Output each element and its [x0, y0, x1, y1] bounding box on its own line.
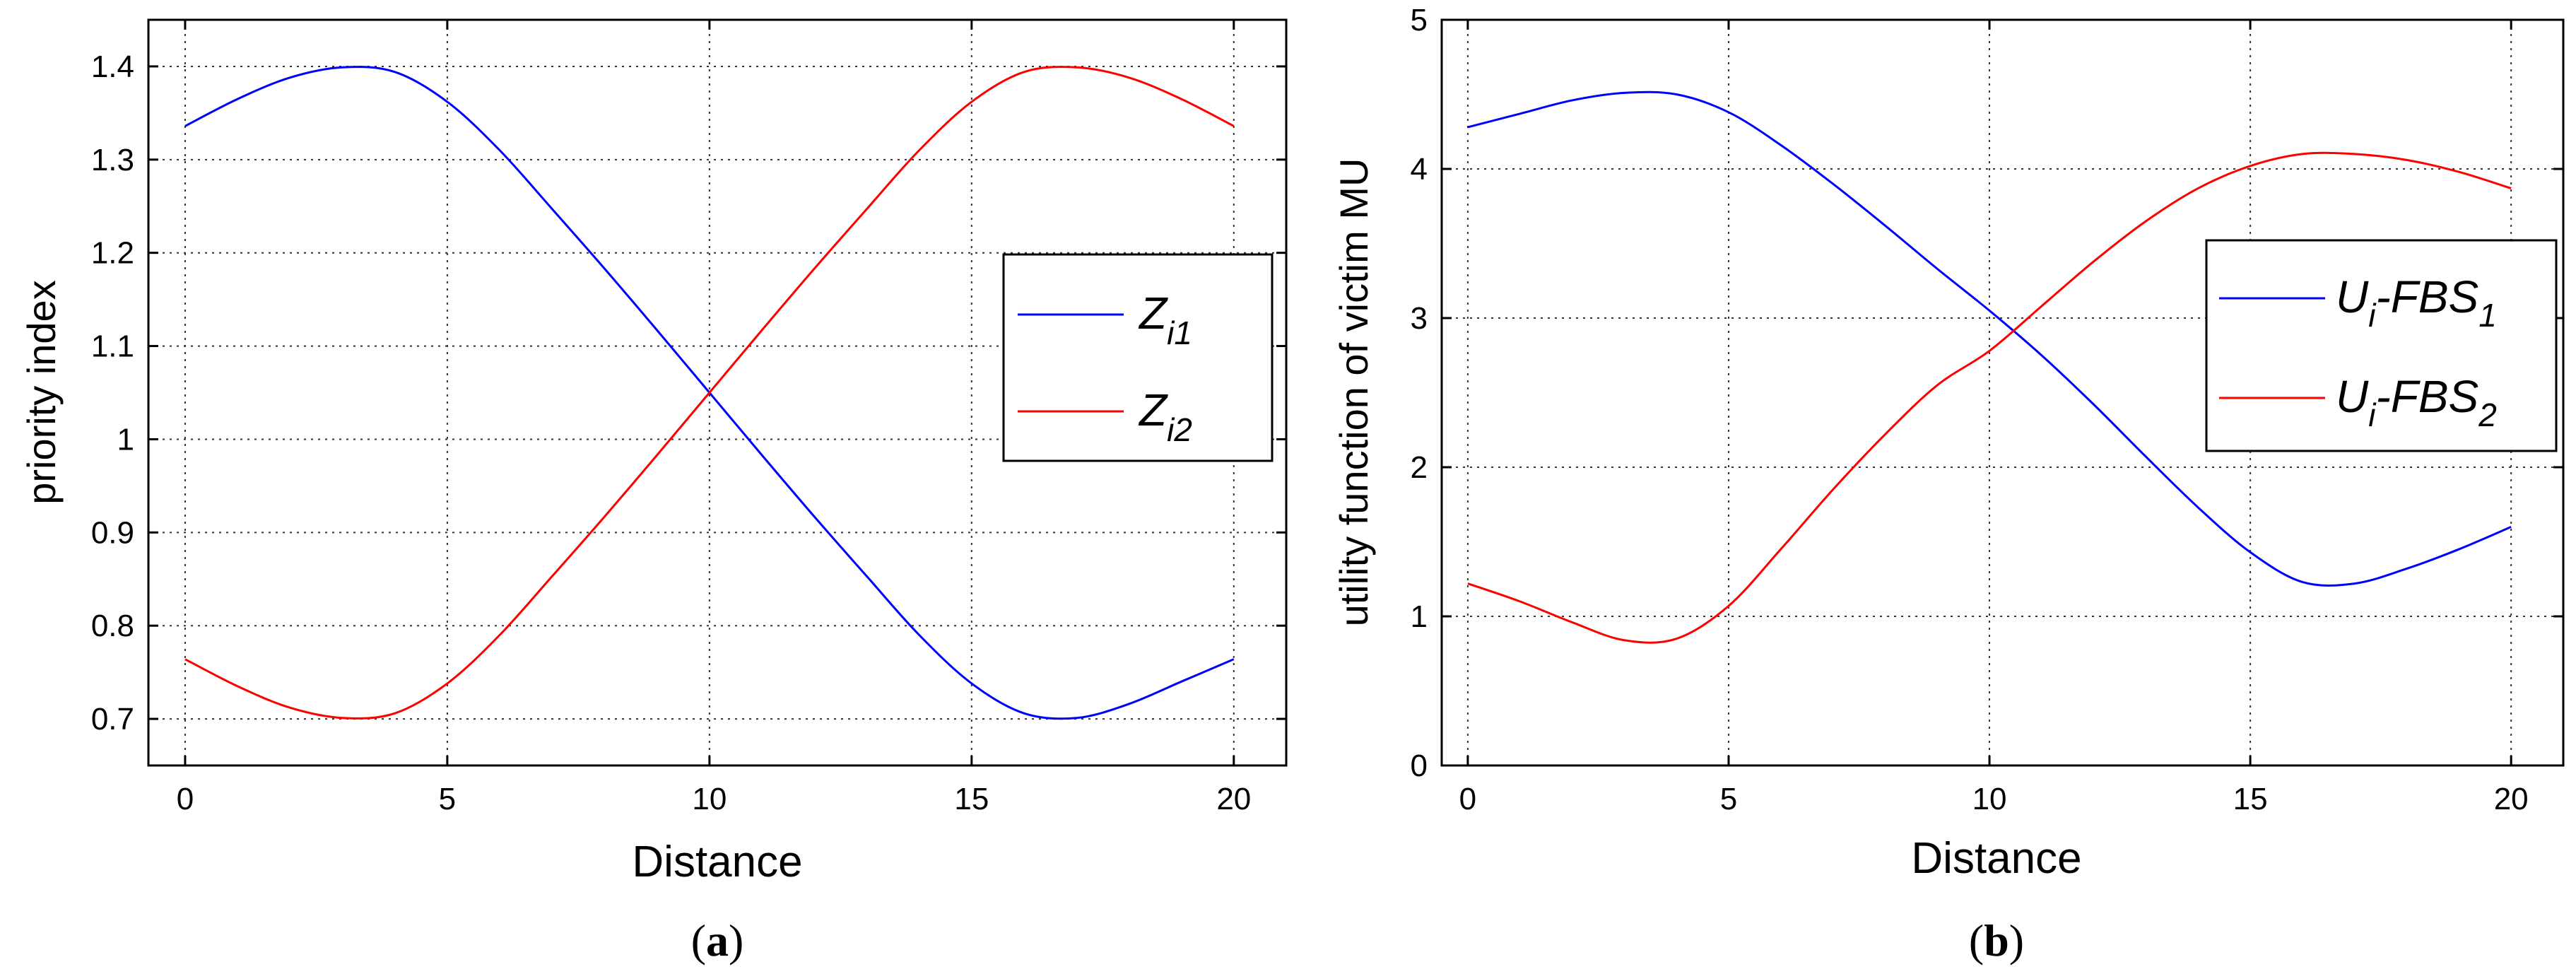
chart-b-y-ticks: 0 1 2 3 4 5: [1411, 3, 2563, 783]
chart-b-x-ticks: 0 5 10 15 20: [1459, 20, 2529, 816]
chart-b-legend-2-sub2: 2: [2478, 397, 2497, 433]
chart-b-legend-2-main: U: [2336, 371, 2369, 422]
chart-a-y-tick-label: 1.2: [91, 236, 134, 271]
chart-b-legend-entry-1: Ui-FBS1: [2336, 271, 2497, 334]
chart-a-legend-box: [1002, 253, 1274, 462]
chart-b-series-line-1: [1467, 90, 2512, 587]
chart-a-y-tick-label: 1.3: [91, 143, 134, 177]
chart-b-x-tick-label: 10: [1972, 782, 2007, 816]
chart-b-legend-1-mid: -FBS: [2375, 271, 2478, 322]
chart-b-y-label: utility function of victim MU: [1331, 158, 1376, 627]
chart-a-series: [184, 66, 1235, 720]
chart-a-legend-1-sub: i1: [1167, 315, 1192, 351]
chart-b-legend-1-main: U: [2336, 271, 2369, 322]
chart-b-x-tick-label: 15: [2233, 782, 2268, 816]
chart-b-y-tick-label: 4: [1411, 152, 1428, 187]
chart-b-series-line-2: [1467, 151, 2512, 644]
chart-b-x-tick-label: 20: [2494, 782, 2529, 816]
chart-a-legend-2-main: Z: [1138, 385, 1168, 435]
chart-b-x-label: Distance: [1911, 834, 2081, 883]
chart-a-x-label: Distance: [632, 838, 802, 886]
chart-a-y-tick-label: 0.9: [91, 515, 134, 550]
chart-b-y-tick-label: 0: [1411, 749, 1428, 783]
chart-a-caption-letter: a: [706, 915, 729, 966]
chart-b-legend-entry-2: Ui-FBS2: [2336, 371, 2497, 433]
chart-a-legend-1-main: Z: [1138, 288, 1168, 339]
chart-a-x-tick-label: 10: [692, 782, 727, 816]
chart-a-y-tick-label: 1.1: [91, 329, 134, 364]
chart-a-legend: Zi1 Zi2: [1002, 253, 1274, 462]
chart-a-y-tick-label: 1.4: [91, 49, 134, 84]
chart-b-legend-1-sub2: 1: [2478, 297, 2497, 334]
chart-b-y-tick-label: 5: [1411, 3, 1428, 37]
chart-a-x-tick-label: 20: [1216, 782, 1251, 816]
chart-a-legend-entry-1: Zi1: [1138, 288, 1192, 351]
chart-a-y-ticks: 0.7 0.8 0.9 1 1.1 1.2 1.3 1.4: [91, 49, 1286, 737]
chart-b-y-tick-label: 1: [1411, 599, 1428, 634]
chart-b-series: [1467, 90, 2512, 644]
chart-b-y-tick-label: 3: [1411, 301, 1428, 336]
chart-a-x-ticks: 0 5 10 15 20: [177, 20, 1251, 816]
chart-a-y-tick-label: 1: [117, 422, 134, 457]
chart-b-legend-box: [2205, 239, 2558, 452]
chart-a-y-tick-label: 0.7: [91, 702, 134, 737]
chart-b-caption: (b): [1969, 915, 2024, 966]
chart-b-legend-2-mid: -FBS: [2375, 371, 2478, 422]
chart-a-legend-entry-2: Zi2: [1138, 385, 1192, 448]
chart-b-caption-letter: b: [1984, 915, 2009, 966]
chart-a-caption: (a): [691, 915, 744, 966]
chart-a-frame: [147, 18, 1288, 767]
chart-b-x-tick-label: 5: [1720, 782, 1737, 816]
chart-b-frame: [1440, 18, 2565, 767]
chart-a-x-tick-label: 0: [177, 782, 194, 816]
chart-b-y-tick-label: 2: [1411, 450, 1428, 485]
chart-b-legend-1-sub1: i: [2368, 297, 2377, 334]
chart-a-y-label: priority index: [19, 280, 64, 504]
chart-a-series-line-2: [184, 66, 1235, 720]
chart-a-x-tick-label: 15: [954, 782, 989, 816]
chart-b-x-tick-label: 0: [1459, 782, 1476, 816]
chart-a-y-tick-label: 0.8: [91, 609, 134, 643]
chart-a-x-tick-label: 5: [439, 782, 456, 816]
chart-b-legend-2-sub1: i: [2368, 397, 2377, 433]
chart-a-legend-2-sub: i2: [1167, 411, 1192, 448]
chart-b-legend: Ui-FBS1 Ui-FBS2: [2205, 239, 2558, 452]
chart-b: 0 5 10 15 20 0 1 2 3 4 5 Distance utility functio…: [1331, 3, 2565, 966]
chart-a: 0 5 10 15 20 0.7 0.8 0.9 1 1.1 1.2 1.3 1.4 Distance…: [19, 18, 1288, 966]
